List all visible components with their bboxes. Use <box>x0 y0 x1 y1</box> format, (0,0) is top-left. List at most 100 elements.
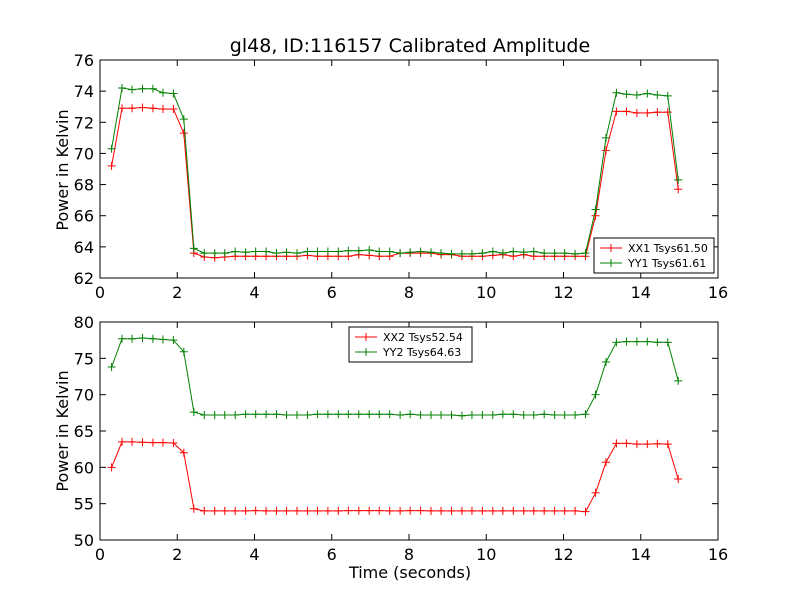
legend: XX2 Tsys52.54 YY2 Tsys64.63 <box>348 326 473 363</box>
data-point-marker <box>200 411 209 420</box>
data-point-marker <box>313 247 322 256</box>
data-point-marker <box>241 506 250 515</box>
data-point-marker <box>622 337 631 346</box>
data-point-marker <box>272 506 281 515</box>
legend-entry: YY2 Tsys64.63 <box>382 346 461 359</box>
data-point-marker <box>612 107 621 116</box>
y-tick-label: 72 <box>74 113 94 132</box>
y-tick-label: 62 <box>74 269 94 288</box>
data-point-marker <box>323 506 332 515</box>
y-tick-label: 64 <box>74 238 94 257</box>
bottom-plot-panel: 0 2 4 6 8 10 12 14 16 50 55 60 65 70 75 80 XX2 Tsys52.54… <box>74 313 729 564</box>
data-point-marker <box>467 506 476 515</box>
data-point-marker <box>601 133 610 142</box>
data-point-marker <box>498 249 507 258</box>
data-point-marker <box>292 411 301 420</box>
data-point-marker <box>427 411 436 420</box>
x-tick-label: 0 <box>95 545 105 564</box>
legend-marker <box>362 348 370 356</box>
data-point-marker <box>653 338 662 347</box>
data-point-marker <box>148 84 157 93</box>
data-point-marker <box>118 334 127 343</box>
legend-entry: XX1 Tsys61.50 <box>628 242 708 255</box>
data-point-marker <box>303 411 312 420</box>
data-point-marker <box>375 506 384 515</box>
data-point-marker <box>396 411 405 420</box>
data-point-marker <box>262 410 271 419</box>
data-point-marker <box>385 506 394 515</box>
data-point-marker <box>663 91 672 100</box>
data-point-marker <box>282 506 291 515</box>
data-point-marker <box>488 247 497 256</box>
data-point-marker <box>251 247 260 256</box>
y-tick-label: 60 <box>74 458 94 477</box>
data-point-marker <box>663 108 672 117</box>
data-point-marker <box>107 363 116 372</box>
data-point-marker <box>488 506 497 515</box>
data-point-marker <box>529 506 538 515</box>
data-point-marker <box>138 438 147 447</box>
data-point-marker <box>457 249 466 258</box>
data-point-marker <box>601 357 610 366</box>
data-point-marker <box>571 506 580 515</box>
x-tick-label: 2 <box>172 545 182 564</box>
data-point-marker <box>158 438 167 447</box>
data-point-marker <box>674 376 683 385</box>
data-point-marker <box>148 334 157 343</box>
y-tick-label: 68 <box>74 176 94 195</box>
data-point-marker <box>447 506 456 515</box>
data-point-marker <box>375 410 384 419</box>
data-point-marker <box>653 108 662 117</box>
data-point-marker <box>138 333 147 342</box>
data-point-marker <box>282 248 291 257</box>
data-point-marker <box>653 439 662 448</box>
x-tick-label: 14 <box>631 545 651 564</box>
data-point-marker <box>591 488 600 497</box>
data-point-marker <box>241 410 250 419</box>
data-point-marker <box>663 338 672 347</box>
x-tick-label: 6 <box>327 283 337 302</box>
chart-title: gl48, ID:116157 Calibrated Amplitude <box>230 35 590 57</box>
data-point-marker <box>674 175 683 184</box>
data-point-marker <box>354 410 363 419</box>
data-point-marker <box>365 506 374 515</box>
data-point-marker <box>571 411 580 420</box>
data-point-marker <box>148 438 157 447</box>
data-point-marker <box>437 249 446 258</box>
data-point-marker <box>334 506 343 515</box>
data-point-marker <box>396 506 405 515</box>
data-point-marker <box>323 247 332 256</box>
data-point-marker <box>529 247 538 256</box>
x-tick-label: 10 <box>476 283 496 302</box>
data-point-marker <box>519 248 528 257</box>
data-point-marker <box>612 338 621 347</box>
data-point-marker <box>467 249 476 258</box>
data-point-marker <box>560 249 569 258</box>
data-point-marker <box>128 334 137 343</box>
data-point-marker <box>632 337 641 346</box>
data-point-marker <box>571 249 580 258</box>
data-point-marker <box>498 410 507 419</box>
data-point-marker <box>529 411 538 420</box>
data-point-marker <box>200 249 209 258</box>
data-point-marker <box>107 144 116 153</box>
data-point-marker <box>220 249 229 258</box>
data-point-marker <box>601 146 610 155</box>
data-point-marker <box>488 411 497 420</box>
data-point-marker <box>334 410 343 419</box>
x-tick-label: 12 <box>553 545 573 564</box>
y-tick-label: 74 <box>74 82 94 101</box>
data-point-marker <box>210 506 219 515</box>
data-point-marker <box>107 463 116 472</box>
data-point-marker <box>200 506 209 515</box>
data-point-marker <box>241 248 250 257</box>
data-point-marker <box>118 84 127 93</box>
data-point-marker <box>601 458 610 467</box>
data-point-marker <box>406 410 415 419</box>
legend-entry: XX2 Tsys52.54 <box>383 331 463 344</box>
data-point-marker <box>540 249 549 258</box>
data-point-marker <box>457 411 466 420</box>
data-point-marker <box>231 411 240 420</box>
data-point-marker <box>478 249 487 258</box>
